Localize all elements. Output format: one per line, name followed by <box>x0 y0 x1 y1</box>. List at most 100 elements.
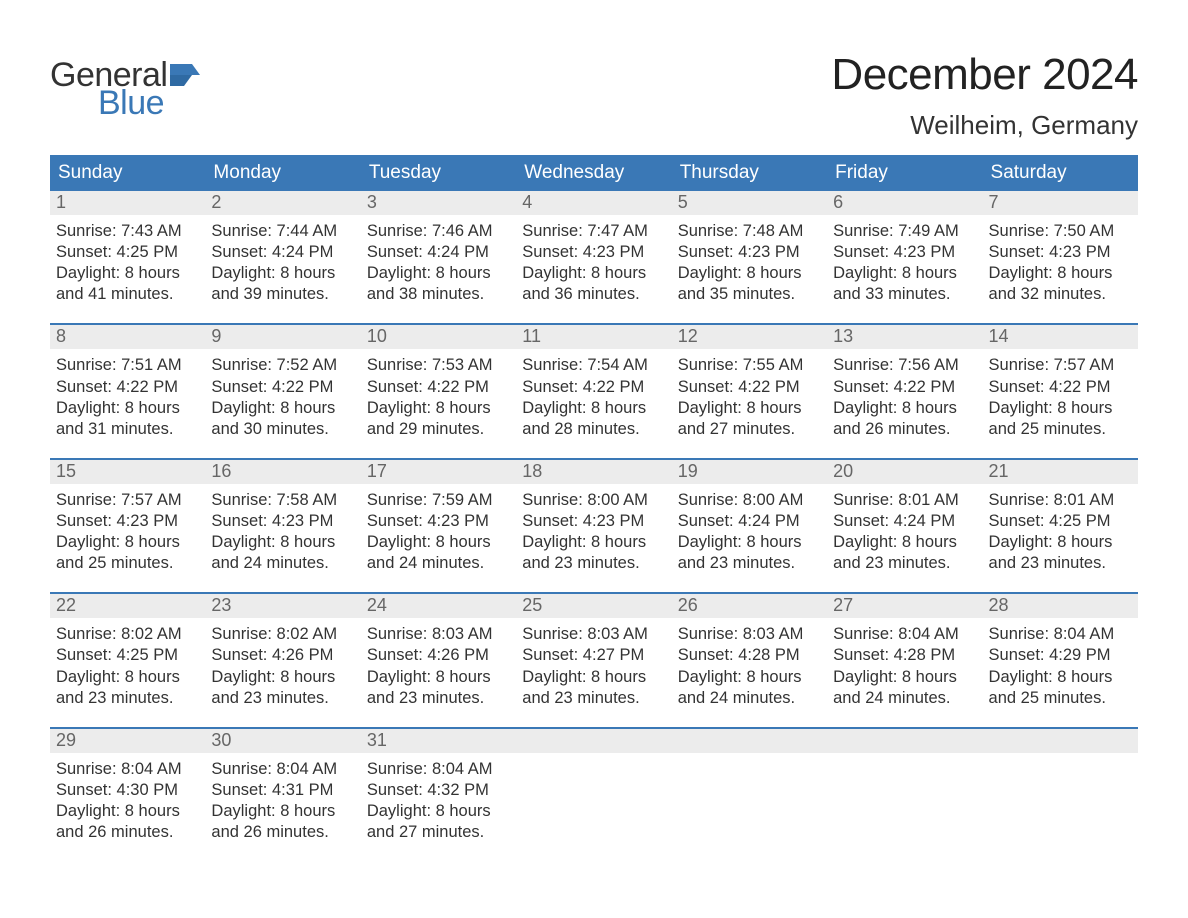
day-sunrise: Sunrise: 8:03 AM <box>522 624 665 645</box>
calendar-day <box>827 729 982 847</box>
day-dl1: Daylight: 8 hours <box>678 667 821 688</box>
calendar-day: 13Sunrise: 7:56 AMSunset: 4:22 PMDayligh… <box>827 325 982 443</box>
day-dl2: and 27 minutes. <box>678 419 821 440</box>
location-subtitle: Weilheim, Germany <box>831 110 1138 141</box>
day-sunset: Sunset: 4:23 PM <box>989 242 1132 263</box>
day-sunrise: Sunrise: 7:59 AM <box>367 490 510 511</box>
day-sunrise: Sunrise: 7:52 AM <box>211 355 354 376</box>
day-sunrise: Sunrise: 7:54 AM <box>522 355 665 376</box>
day-dl2: and 30 minutes. <box>211 419 354 440</box>
day-number: 22 <box>50 594 205 618</box>
day-dl1: Daylight: 8 hours <box>833 263 976 284</box>
day-dl2: and 23 minutes. <box>56 688 199 709</box>
calendar-day: 12Sunrise: 7:55 AMSunset: 4:22 PMDayligh… <box>672 325 827 443</box>
day-dl1: Daylight: 8 hours <box>211 263 354 284</box>
calendar-day: 18Sunrise: 8:00 AMSunset: 4:23 PMDayligh… <box>516 460 671 578</box>
day-sunset: Sunset: 4:24 PM <box>833 511 976 532</box>
day-sunrise: Sunrise: 7:44 AM <box>211 221 354 242</box>
day-sunrise: Sunrise: 8:04 AM <box>833 624 976 645</box>
calendar-day <box>983 729 1138 847</box>
day-sunset: Sunset: 4:23 PM <box>211 511 354 532</box>
day-dl2: and 23 minutes. <box>989 553 1132 574</box>
day-number: 5 <box>672 191 827 215</box>
day-details: Sunrise: 7:52 AMSunset: 4:22 PMDaylight:… <box>205 349 360 443</box>
day-sunset: Sunset: 4:23 PM <box>522 242 665 263</box>
day-details: Sunrise: 8:03 AMSunset: 4:26 PMDaylight:… <box>361 618 516 712</box>
day-number: 10 <box>361 325 516 349</box>
calendar-day <box>672 729 827 847</box>
day-sunrise: Sunrise: 7:55 AM <box>678 355 821 376</box>
day-number: 27 <box>827 594 982 618</box>
day-details: Sunrise: 7:53 AMSunset: 4:22 PMDaylight:… <box>361 349 516 443</box>
day-sunset: Sunset: 4:23 PM <box>833 242 976 263</box>
calendar-day: 8Sunrise: 7:51 AMSunset: 4:22 PMDaylight… <box>50 325 205 443</box>
calendar-week: 1Sunrise: 7:43 AMSunset: 4:25 PMDaylight… <box>50 191 1138 309</box>
day-dl2: and 25 minutes. <box>989 419 1132 440</box>
day-sunset: Sunset: 4:22 PM <box>833 377 976 398</box>
calendar-day: 7Sunrise: 7:50 AMSunset: 4:23 PMDaylight… <box>983 191 1138 309</box>
day-number: 6 <box>827 191 982 215</box>
day-dl2: and 41 minutes. <box>56 284 199 305</box>
day-dl2: and 27 minutes. <box>367 822 510 843</box>
day-details: Sunrise: 7:58 AMSunset: 4:23 PMDaylight:… <box>205 484 360 578</box>
day-sunrise: Sunrise: 8:03 AM <box>367 624 510 645</box>
day-dl2: and 25 minutes. <box>56 553 199 574</box>
col-sunday: Sunday <box>50 155 205 191</box>
calendar-day <box>516 729 671 847</box>
brand-word-2: Blue <box>98 86 200 120</box>
calendar-day: 31Sunrise: 8:04 AMSunset: 4:32 PMDayligh… <box>361 729 516 847</box>
day-sunset: Sunset: 4:31 PM <box>211 780 354 801</box>
day-number: 16 <box>205 460 360 484</box>
day-details: Sunrise: 7:44 AMSunset: 4:24 PMDaylight:… <box>205 215 360 309</box>
day-sunrise: Sunrise: 7:56 AM <box>833 355 976 376</box>
day-dl2: and 23 minutes. <box>522 688 665 709</box>
day-dl2: and 26 minutes. <box>833 419 976 440</box>
day-sunset: Sunset: 4:22 PM <box>989 377 1132 398</box>
day-dl1: Daylight: 8 hours <box>211 398 354 419</box>
day-dl1: Daylight: 8 hours <box>56 532 199 553</box>
day-dl1: Daylight: 8 hours <box>211 801 354 822</box>
day-sunset: Sunset: 4:23 PM <box>522 511 665 532</box>
day-dl1: Daylight: 8 hours <box>678 532 821 553</box>
day-details: Sunrise: 8:04 AMSunset: 4:32 PMDaylight:… <box>361 753 516 847</box>
brand-logo: General Blue <box>50 50 200 120</box>
day-dl2: and 23 minutes. <box>211 688 354 709</box>
header-row: General Blue December 2024 Weilheim, Ger… <box>50 50 1138 141</box>
day-sunrise: Sunrise: 7:46 AM <box>367 221 510 242</box>
day-dl1: Daylight: 8 hours <box>833 398 976 419</box>
day-sunrise: Sunrise: 8:00 AM <box>678 490 821 511</box>
day-sunset: Sunset: 4:25 PM <box>989 511 1132 532</box>
day-sunrise: Sunrise: 7:57 AM <box>56 490 199 511</box>
day-details: Sunrise: 8:04 AMSunset: 4:28 PMDaylight:… <box>827 618 982 712</box>
calendar-day: 23Sunrise: 8:02 AMSunset: 4:26 PMDayligh… <box>205 594 360 712</box>
day-dl1: Daylight: 8 hours <box>211 667 354 688</box>
day-number: 18 <box>516 460 671 484</box>
day-sunset: Sunset: 4:22 PM <box>56 377 199 398</box>
calendar-day: 9Sunrise: 7:52 AMSunset: 4:22 PMDaylight… <box>205 325 360 443</box>
day-number: 9 <box>205 325 360 349</box>
day-dl2: and 29 minutes. <box>367 419 510 440</box>
day-dl2: and 24 minutes. <box>678 688 821 709</box>
day-details: Sunrise: 8:02 AMSunset: 4:25 PMDaylight:… <box>50 618 205 712</box>
day-number: 26 <box>672 594 827 618</box>
calendar-day: 15Sunrise: 7:57 AMSunset: 4:23 PMDayligh… <box>50 460 205 578</box>
day-sunrise: Sunrise: 7:50 AM <box>989 221 1132 242</box>
day-sunrise: Sunrise: 8:01 AM <box>989 490 1132 511</box>
day-number: 19 <box>672 460 827 484</box>
page-title: December 2024 <box>831 50 1138 100</box>
day-details: Sunrise: 7:49 AMSunset: 4:23 PMDaylight:… <box>827 215 982 309</box>
day-sunset: Sunset: 4:22 PM <box>678 377 821 398</box>
day-sunrise: Sunrise: 7:48 AM <box>678 221 821 242</box>
calendar-day: 25Sunrise: 8:03 AMSunset: 4:27 PMDayligh… <box>516 594 671 712</box>
day-dl2: and 36 minutes. <box>522 284 665 305</box>
day-number: 21 <box>983 460 1138 484</box>
day-dl1: Daylight: 8 hours <box>678 398 821 419</box>
col-tuesday: Tuesday <box>361 155 516 191</box>
day-dl2: and 23 minutes. <box>367 688 510 709</box>
day-details: Sunrise: 7:56 AMSunset: 4:22 PMDaylight:… <box>827 349 982 443</box>
day-sunset: Sunset: 4:25 PM <box>56 242 199 263</box>
day-dl2: and 23 minutes. <box>678 553 821 574</box>
day-number: 1 <box>50 191 205 215</box>
day-details: Sunrise: 7:59 AMSunset: 4:23 PMDaylight:… <box>361 484 516 578</box>
day-number: 13 <box>827 325 982 349</box>
